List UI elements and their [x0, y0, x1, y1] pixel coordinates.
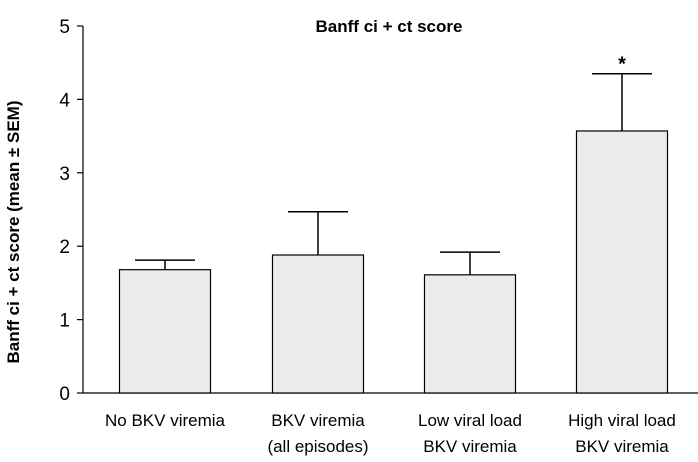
bar	[423, 274, 517, 394]
y-tick-label: 0	[59, 384, 70, 405]
bar	[118, 269, 212, 394]
x-tick-label: High viral load	[568, 411, 676, 430]
x-tick-label: BKV viremia	[271, 411, 365, 430]
x-tick-label: BKV viremia	[423, 437, 517, 456]
x-tick-label: No BKV viremia	[105, 411, 226, 430]
chart-title: Banff ci + ct score	[316, 17, 463, 36]
y-tick-label: 2	[59, 237, 70, 258]
x-tick-label: (all episodes)	[267, 437, 368, 456]
significance-marker: *	[618, 54, 626, 76]
plot-area: 0 1 2 3 4 5 No BKV viremia BKV viremia (all epis…	[59, 17, 698, 456]
y-tick-label: 1	[59, 311, 70, 332]
y-tick-label: 3	[59, 164, 70, 185]
x-tick-label: Low viral load	[418, 411, 522, 430]
bar	[271, 254, 365, 394]
y-tick-label: 5	[59, 17, 70, 38]
bar	[575, 130, 669, 394]
y-axis-label: Banff ci + ct score (mean ± SEM)	[4, 101, 23, 364]
x-tick-label: BKV viremia	[575, 437, 669, 456]
y-tick-label: 4	[59, 90, 70, 111]
